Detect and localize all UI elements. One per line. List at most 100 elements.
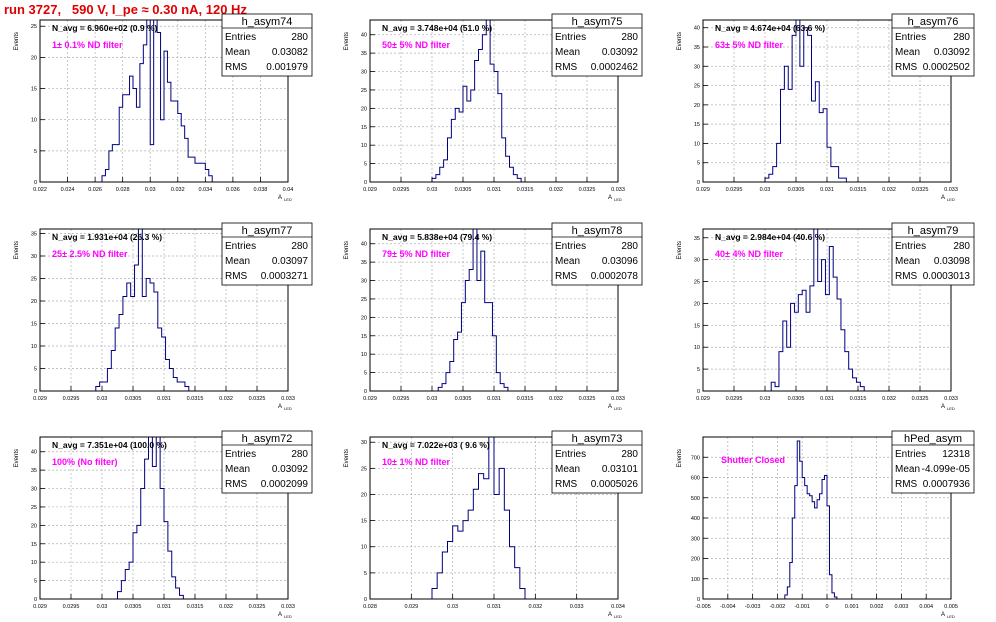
stats-value: 0.03092: [934, 47, 971, 58]
x-tick-label: 0.03: [97, 396, 108, 402]
y-tick-label: 30: [31, 487, 37, 493]
panel-title: N_avg = 2.984e+04 (40.6 %): [715, 232, 825, 242]
x-tick-label: 0.0315: [187, 396, 204, 402]
stats-box-frame: [551, 430, 643, 494]
stats-box: h_asym77 Entries 280 Mean 0.03097 RMS 0.000327…: [221, 222, 313, 286]
histogram-bars: [431, 436, 526, 599]
stats-histogram-name: h_asym79: [908, 225, 959, 237]
y-tick-label: 25: [361, 88, 367, 94]
x-tick-label: 0.0315: [850, 396, 867, 402]
y-axis-title: Events: [677, 32, 683, 50]
x-tick-label: 0.0305: [455, 396, 472, 402]
y-tick-label: 20: [694, 301, 700, 307]
x-tick-label: 0.004: [919, 604, 933, 610]
y-tick-label: 40: [31, 450, 37, 456]
stats-value: 0.03092: [272, 464, 309, 475]
stats-label: Entries: [895, 449, 926, 460]
x-tick-label: 0.0305: [125, 604, 142, 610]
stats-label: Mean: [555, 464, 580, 475]
stats-label: RMS: [225, 62, 248, 73]
x-axis-title-subscript: LED: [284, 406, 292, 411]
x-tick-label: 0.03: [145, 187, 156, 193]
x-tick-label: 0.03: [447, 604, 458, 610]
x-tick-label: 0.031: [157, 604, 171, 610]
stats-box: h_asym73 Entries 280 Mean 0.03101 RMS 0.000502…: [551, 430, 643, 494]
x-tick-label: 0.029: [696, 396, 710, 402]
x-tick-label: 0.031: [487, 604, 501, 610]
y-tick-label: 0: [34, 389, 37, 395]
x-tick-label: 0.032: [882, 396, 896, 402]
y-tick-label: 25: [694, 280, 700, 286]
y-tick-label: 20: [361, 106, 367, 112]
stats-label: Mean: [555, 256, 580, 267]
x-tick-label: 0.034: [611, 604, 625, 610]
stats-label: Entries: [895, 241, 926, 252]
x-tick-label: 0.0325: [579, 396, 596, 402]
y-tick-label: 25: [31, 24, 37, 30]
y-tick-label: 10: [31, 344, 37, 350]
stats-value: 0.03092: [602, 47, 639, 58]
stats-label: RMS: [895, 62, 918, 73]
x-tick-label: 0.03: [97, 604, 108, 610]
x-tick-label: 0.031: [487, 187, 501, 193]
stats-label: Entries: [895, 32, 926, 43]
x-tick-label: 0.001: [845, 604, 859, 610]
x-tick-label: 0.0295: [726, 396, 743, 402]
x-tick-label: 0.032: [219, 396, 233, 402]
x-axis-title-subscript: LED: [947, 197, 955, 202]
x-tick-label: 0.031: [487, 396, 501, 402]
x-tick-label: 0.005: [944, 604, 958, 610]
x-axis-title-subscript: LED: [614, 406, 622, 411]
stats-histogram-name: h_asym74: [242, 16, 293, 28]
x-axis-title: A: [608, 195, 612, 201]
histogram-bars: [437, 228, 509, 391]
x-tick-label: 0.022: [33, 187, 47, 193]
stats-label: RMS: [225, 479, 248, 490]
stats-label: Entries: [555, 32, 586, 43]
x-tick-label: 0.029: [363, 396, 377, 402]
stats-label: Mean: [225, 464, 250, 475]
y-tick-label: 5: [697, 367, 700, 373]
x-tick-label: 0.033: [944, 396, 958, 402]
x-tick-label: 0.0325: [912, 187, 929, 193]
x-axis-title: A: [278, 612, 282, 618]
y-tick-label: 10: [361, 352, 367, 358]
stats-box: h_asym75 Entries 280 Mean 0.03092 RMS 0.000246…: [551, 13, 643, 77]
y-tick-label: 15: [694, 122, 700, 128]
x-axis-title-subscript: LED: [284, 614, 292, 619]
stats-histogram-name: h_asym77: [242, 225, 293, 237]
x-tick-label: 0.033: [611, 187, 625, 193]
y-tick-label: 35: [361, 260, 367, 266]
stats-box-frame: [221, 13, 313, 77]
stats-label: Entries: [555, 241, 586, 252]
stats-label: RMS: [895, 271, 918, 282]
y-tick-label: 35: [31, 468, 37, 474]
x-tick-label: 0.032: [549, 187, 563, 193]
x-tick-label: -0.004: [720, 604, 736, 610]
y-tick-label: 5: [34, 367, 37, 373]
y-tick-label: 15: [361, 125, 367, 131]
y-tick-label: 10: [361, 545, 367, 551]
stats-box-frame: [551, 13, 643, 77]
y-axis-title: Events: [344, 32, 350, 50]
x-tick-label: 0.0295: [393, 187, 410, 193]
stats-box: h_asym74 Entries 280 Mean 0.03082 RMS 0.001979: [221, 13, 313, 77]
histogram-bars: [764, 19, 847, 182]
y-tick-label: 200: [691, 557, 700, 563]
stats-label: RMS: [225, 271, 248, 282]
y-tick-label: 10: [694, 141, 700, 147]
x-tick-label: 0.033: [944, 187, 958, 193]
x-tick-label: 0.028: [116, 187, 130, 193]
histogram-panel-h_asym79: 0.029 0.0295 0.03 0.0305 0.031 0.0315 0.032 0.0…: [677, 222, 975, 411]
x-tick-label: 0.03: [760, 396, 771, 402]
stats-label: Mean: [225, 47, 250, 58]
x-tick-label: -0.003: [745, 604, 761, 610]
stats-label: Entries: [225, 241, 256, 252]
x-tick-label: 0.0325: [249, 604, 266, 610]
x-tick-label: 0.0325: [912, 396, 929, 402]
stats-value: 0.0003013: [923, 271, 971, 282]
y-tick-label: 30: [361, 279, 367, 285]
y-tick-label: 25: [361, 466, 367, 472]
x-tick-label: 0.0305: [125, 396, 142, 402]
stats-label: Mean: [895, 256, 920, 267]
